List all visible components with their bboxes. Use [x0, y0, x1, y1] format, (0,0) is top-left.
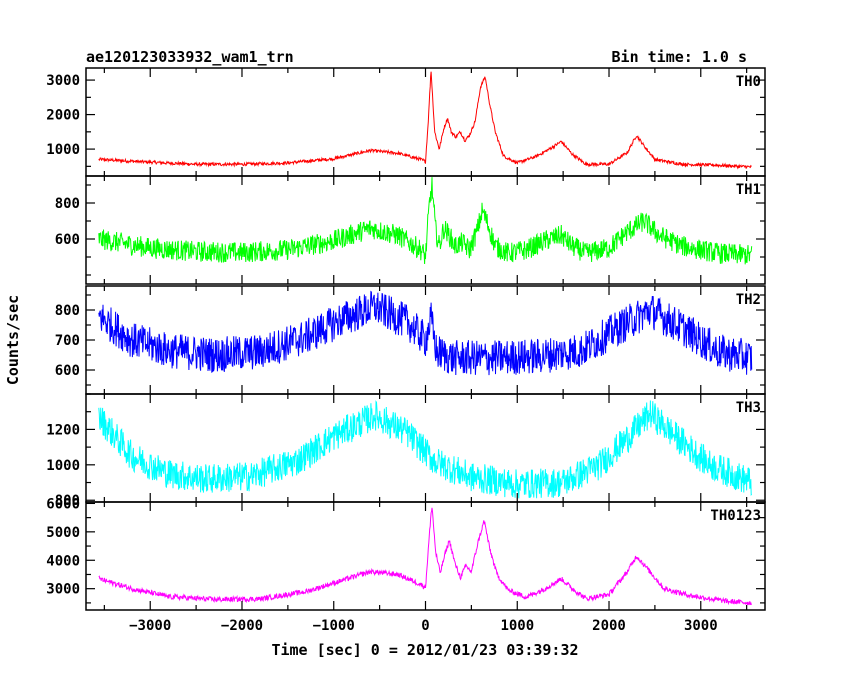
y-tick-label: 1200	[46, 422, 80, 438]
panel-label: TH2	[736, 292, 761, 308]
y-tick-label: 600	[55, 363, 80, 379]
series-th2	[98, 290, 753, 376]
x-tick-label: −1000	[313, 618, 355, 634]
panel-label: TH0	[736, 74, 761, 90]
panel-th1: 600 800 TH1	[55, 175, 766, 285]
y-tick-label: 4000	[46, 553, 80, 569]
figure-title: ae120123033932_wam1_trn	[86, 48, 294, 66]
y-tick-label: 800	[55, 196, 80, 212]
series-th3	[98, 400, 753, 499]
x-tick-label: 3000	[684, 618, 718, 634]
panel-label: TH3	[736, 400, 761, 416]
x-tick-labels: −3000 −2000 −1000 0 1000 2000 3000	[129, 618, 718, 634]
panels-group: 1000 2000 3000 TH0 600 800 TH1 600 700 800 TH2 800 1…	[46, 67, 766, 611]
y-tick-label: 6000	[46, 496, 80, 512]
y-tick-label: 800	[55, 303, 80, 319]
panel-th3: 800 1000 1200 TH3	[46, 393, 766, 509]
bin-time-label: Bin time: 1.0 s	[612, 48, 747, 66]
y-tick-label: 3000	[46, 582, 80, 598]
series-th0	[98, 71, 752, 170]
y-tick-label: 5000	[46, 525, 80, 541]
x-tick-label: −2000	[221, 618, 263, 634]
y-tick-label: 1000	[46, 458, 80, 474]
x-tick-label: 2000	[592, 618, 626, 634]
panel-th0123: 3000 4000 5000 6000 TH0123	[46, 496, 766, 611]
panel-th2: 600 700 800 TH2	[55, 285, 766, 395]
x-tick-label: 1000	[500, 618, 534, 634]
y-tick-label: 2000	[46, 108, 80, 124]
y-tick-label: 800	[55, 493, 80, 509]
x-tick-label: −3000	[129, 618, 171, 634]
panel-label: TH0123	[710, 508, 761, 524]
x-tick-label: 0	[421, 618, 429, 634]
plot-frame	[85, 501, 766, 611]
y-tick-label: 600	[55, 232, 80, 248]
series-th0123	[98, 507, 752, 606]
x-axis-label: Time [sec] 0 = 2012/01/23 03:39:32	[271, 641, 578, 659]
y-tick-label: 3000	[46, 73, 80, 89]
series-th1	[98, 177, 753, 265]
panel-th0: 1000 2000 3000 TH0	[46, 67, 766, 177]
panel-label: TH1	[736, 182, 761, 198]
y-axis-label: Counts/sec	[4, 295, 22, 385]
y-tick-label: 1000	[46, 142, 80, 158]
y-tick-label: 700	[55, 333, 80, 349]
